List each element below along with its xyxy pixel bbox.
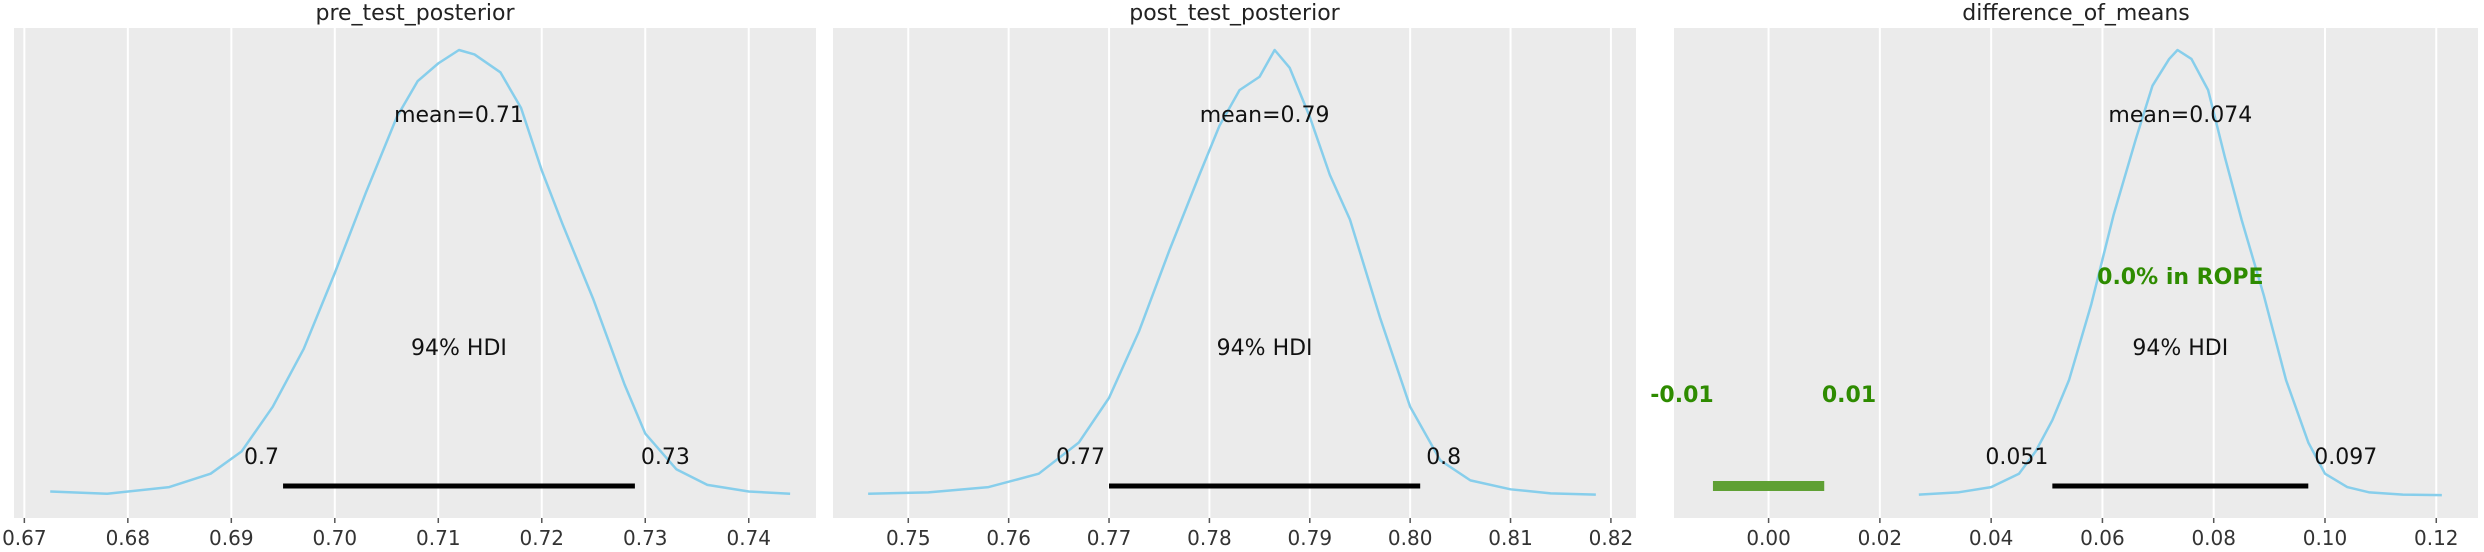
x-tick-label: 0.00 xyxy=(1746,526,1791,550)
panel-2: 0.75 0.76 0.77 0.78 0.79 0.80 0.81 0.82 post_tes… xyxy=(833,1,1636,550)
x-tick-label: 0.06 xyxy=(2080,526,2125,550)
x-tick-label: 0.79 xyxy=(1288,526,1333,550)
x-tick-label: 0.02 xyxy=(1858,526,1903,550)
x-tick-label: 0.75 xyxy=(886,526,931,550)
plot-area xyxy=(14,28,816,518)
rope-low-label: -0.01 xyxy=(1650,383,1713,408)
x-tick-label: 0.82 xyxy=(1589,526,1634,550)
hdi-low-label: 0.7 xyxy=(244,445,279,470)
hdi-high-label: 0.097 xyxy=(2314,445,2377,470)
mean-label: mean=0.79 xyxy=(1200,103,1330,128)
hdi-low-label: 0.051 xyxy=(1985,445,2048,470)
panel-1: 0.67 0.68 0.69 0.70 0.71 0.72 0.73 0.74 pre_test… xyxy=(2,1,816,550)
x-tick-label: 0.10 xyxy=(2303,526,2348,550)
x-tick-label: 0.71 xyxy=(416,526,461,550)
x-tick-label: 0.70 xyxy=(313,526,358,550)
x-tick-label: 0.72 xyxy=(520,526,565,550)
mean-label: mean=0.074 xyxy=(2108,103,2252,128)
kde-curve xyxy=(1918,48,2442,497)
kde-curve xyxy=(868,48,1596,496)
x-tick-label: 0.04 xyxy=(1969,526,2014,550)
panel-title: post_test_posterior xyxy=(1129,1,1340,26)
rope-percent-label: 0.0% in ROPE xyxy=(2097,265,2263,290)
panel-3: 0.00 0.02 0.04 0.06 0.08 0.10 0.12 difference_o… xyxy=(1650,1,2478,550)
hdi-high-label: 0.8 xyxy=(1426,445,1461,470)
x-tick-label: 0.77 xyxy=(1087,526,1132,550)
kde-curve xyxy=(50,48,791,496)
panel-title: difference_of_means xyxy=(1962,1,2190,26)
hdi-label: 94% HDI xyxy=(411,336,507,361)
x-tick-label: 0.69 xyxy=(209,526,254,550)
x-tick-label: 0.78 xyxy=(1187,526,1232,550)
x-tick-label: 0.74 xyxy=(726,526,771,550)
rope-high-label: 0.01 xyxy=(1822,383,1876,408)
x-tick-label: 0.12 xyxy=(2414,526,2459,550)
rope-bar xyxy=(1712,481,1825,491)
hdi-label: 94% HDI xyxy=(1217,336,1313,361)
x-tick-label: 0.80 xyxy=(1388,526,1433,550)
plot-area xyxy=(1674,28,2478,518)
mean-label: mean=0.71 xyxy=(394,103,524,128)
x-tick-label: 0.67 xyxy=(2,526,47,550)
hdi-label: 94% HDI xyxy=(2132,336,2228,361)
hdi-high-label: 0.73 xyxy=(641,445,690,470)
x-tick-label: 0.08 xyxy=(2191,526,2236,550)
hdi-low-label: 0.77 xyxy=(1056,445,1105,470)
x-tick-label: 0.73 xyxy=(623,526,668,550)
plot-area xyxy=(833,28,1636,518)
panel-title: pre_test_posterior xyxy=(315,1,515,26)
x-tick-label: 0.81 xyxy=(1488,526,1533,550)
x-tick-label: 0.68 xyxy=(106,526,151,550)
x-tick-label: 0.76 xyxy=(986,526,1031,550)
